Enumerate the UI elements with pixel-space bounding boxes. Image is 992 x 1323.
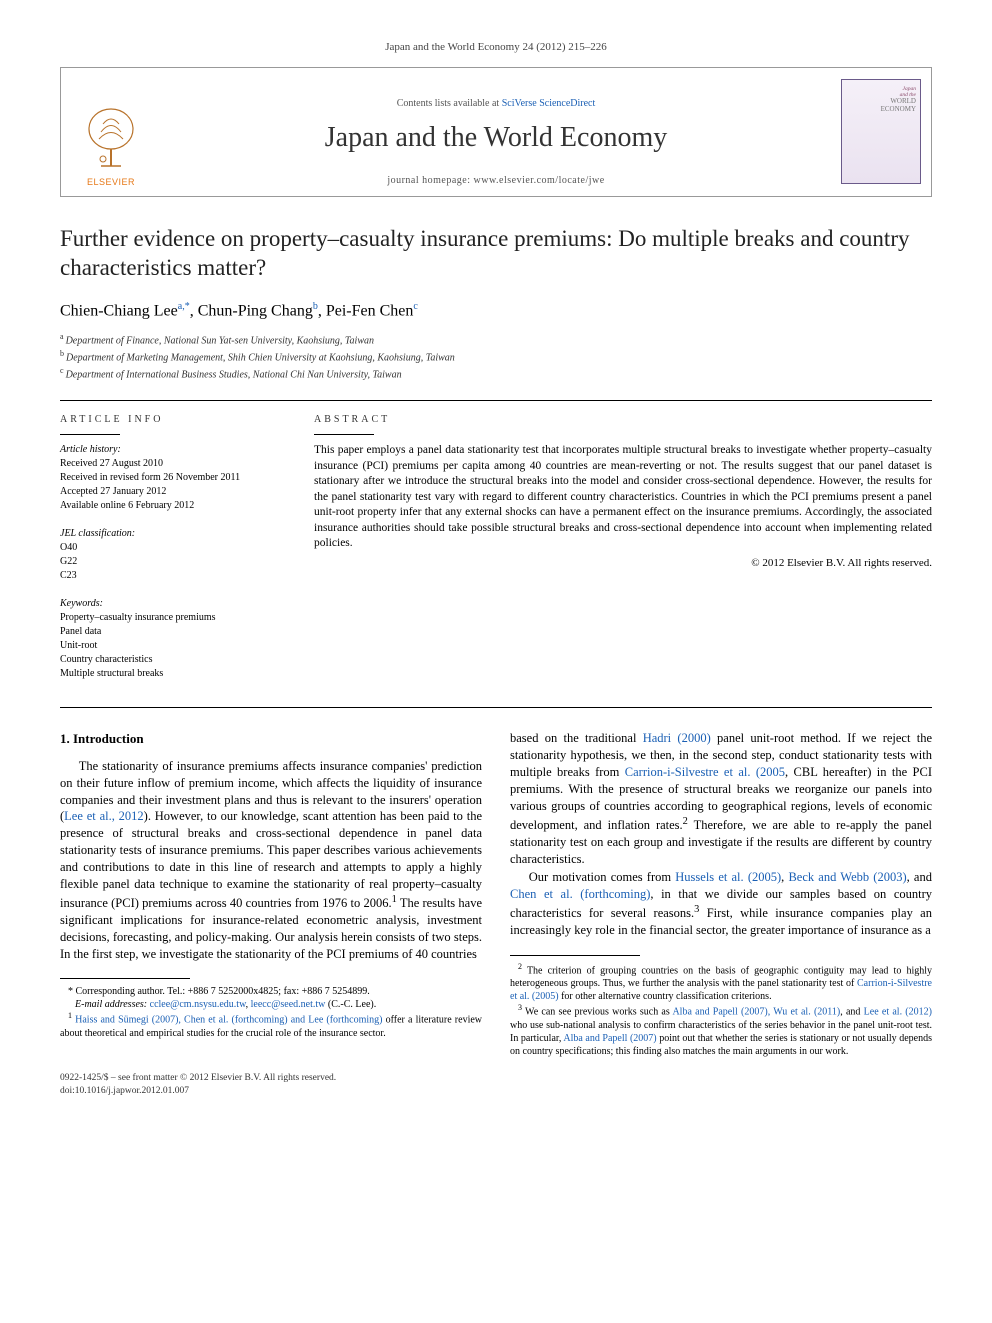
- footnote-rule: [60, 978, 190, 979]
- cite-lee-2012[interactable]: Lee et al., 2012: [64, 809, 144, 823]
- fn3-cite3[interactable]: Alba and Papell (2007): [563, 1033, 656, 1044]
- corr-text: * Corresponding author. Tel.: +886 7 525…: [68, 986, 370, 997]
- keyword-3: Unit-root: [60, 639, 286, 653]
- author-list: Chien-Chiang Leea,*, Chun-Ping Changb, P…: [60, 300, 932, 322]
- intro-para-1: The stationarity of insurance premiums a…: [60, 758, 482, 963]
- intro-para-2: based on the traditional Hadri (2000) pa…: [510, 730, 932, 867]
- cite-beck-webb[interactable]: Beck and Webb (2003): [788, 870, 906, 884]
- history-label: Article history:: [60, 443, 286, 457]
- affiliation-c-text: Department of International Business Stu…: [66, 369, 402, 380]
- publisher-name: ELSEVIER: [87, 176, 135, 188]
- cite-chen-forth[interactable]: Chen et al. (forthcoming): [510, 887, 650, 901]
- abstract-heading: ABSTRACT: [314, 413, 932, 427]
- sciencedirect-link[interactable]: SciVerse ScienceDirect: [502, 98, 596, 109]
- revised-date: Received in revised form 26 November 201…: [60, 471, 286, 485]
- email-2[interactable]: leecc@seed.net.tw: [251, 999, 326, 1010]
- p1-text-b: ). However, to our knowledge, scant atte…: [60, 809, 482, 910]
- abstract-panel: ABSTRACT This paper employs a panel data…: [300, 401, 932, 708]
- affiliation-a: aDepartment of Finance, National Sun Yat…: [60, 332, 932, 348]
- right-column: based on the traditional Hadri (2000) pa…: [510, 730, 932, 1057]
- homepage-url[interactable]: www.elsevier.com/locate/jwe: [474, 175, 605, 186]
- jel-1: O40: [60, 541, 286, 555]
- p3-c: , and: [907, 870, 932, 884]
- fn2-b: for other alternative country classifica…: [559, 991, 772, 1002]
- fn3-cite2[interactable]: Lee et al. (2012): [864, 1007, 932, 1018]
- contents-prefix: Contents lists available at: [397, 98, 502, 109]
- homepage-prefix: journal homepage:: [387, 175, 473, 186]
- article-meta-row: ARTICLE INFO Article history: Received 2…: [60, 400, 932, 709]
- keyword-5: Multiple structural breaks: [60, 667, 286, 681]
- footnote-rule: [510, 955, 640, 956]
- affiliation-c: cDepartment of International Business St…: [60, 366, 932, 382]
- journal-name: Japan and the World Economy: [325, 119, 667, 157]
- email-tail: (C.-C. Lee).: [325, 999, 376, 1010]
- affiliation-b-text: Department of Marketing Management, Shih…: [66, 352, 455, 363]
- publisher-logo-cell: ELSEVIER: [61, 68, 161, 196]
- body-columns: 1. Introduction The stationarity of insu…: [60, 730, 932, 1057]
- footer-copyright: 0922-1425/$ – see front matter © 2012 El…: [60, 1072, 932, 1085]
- section-1-heading: 1. Introduction: [60, 730, 482, 748]
- online-date: Available online 6 February 2012: [60, 499, 286, 513]
- divider: [60, 434, 120, 435]
- cite-hussels[interactable]: Hussels et al. (2005): [675, 870, 781, 884]
- journal-cover-thumbnail: Japan and the WORLD ECONOMY: [841, 79, 921, 184]
- article-history: Article history: Received 27 August 2010…: [60, 443, 286, 513]
- jel-3: C23: [60, 569, 286, 583]
- fn1-cite[interactable]: Haiss and Sümegi (2007), Chen et al. (fo…: [75, 1015, 382, 1026]
- author-3[interactable]: Pei-Fen Chen: [326, 303, 414, 320]
- journal-header: ELSEVIER Contents lists available at Sci…: [60, 67, 932, 197]
- footer: 0922-1425/$ – see front matter © 2012 El…: [60, 1072, 932, 1098]
- author-3-affil: c: [413, 301, 417, 312]
- jel-label: JEL classification:: [60, 527, 286, 541]
- footnote-1: 1 Haiss and Sümegi (2007), Chen et al. (…: [60, 1011, 482, 1039]
- fn3-b: , and: [840, 1007, 863, 1018]
- affiliations: aDepartment of Finance, National Sun Yat…: [60, 332, 932, 381]
- footer-doi: doi:10.1016/j.japwor.2012.01.007: [60, 1085, 932, 1098]
- footnote-3: 3 We can see previous works such as Alba…: [510, 1003, 932, 1057]
- email-1[interactable]: cclee@cm.nsysu.edu.tw: [150, 999, 246, 1010]
- p3-a: Our motivation comes from: [529, 870, 676, 884]
- footnote-2: 2 The criterion of grouping countries on…: [510, 962, 932, 1003]
- journal-cover-cell: Japan and the WORLD ECONOMY: [831, 68, 931, 196]
- keywords: Keywords: Property–casualty insurance pr…: [60, 597, 286, 681]
- journal-reference: Japan and the World Economy 24 (2012) 21…: [60, 40, 932, 55]
- affiliation-a-text: Department of Finance, National Sun Yat-…: [66, 336, 374, 347]
- abstract-copyright: © 2012 Elsevier B.V. All rights reserved…: [314, 556, 932, 571]
- article-info-heading: ARTICLE INFO: [60, 413, 286, 427]
- contents-available: Contents lists available at SciVerse Sci…: [397, 97, 596, 111]
- cover-text-4: ECONOMY: [881, 106, 916, 114]
- accepted-date: Accepted 27 January 2012: [60, 485, 286, 499]
- journal-homepage: journal homepage: www.elsevier.com/locat…: [387, 174, 604, 188]
- keywords-label: Keywords:: [60, 597, 286, 611]
- keyword-1: Property–casualty insurance premiums: [60, 611, 286, 625]
- affiliation-b: bDepartment of Marketing Management, Shi…: [60, 349, 932, 365]
- jel-classification: JEL classification: O40 G22 C23: [60, 527, 286, 583]
- keyword-2: Panel data: [60, 625, 286, 639]
- article-title: Further evidence on property–casualty in…: [60, 225, 932, 283]
- corresponding-author-note: * Corresponding author. Tel.: +886 7 525…: [60, 985, 482, 998]
- jel-2: G22: [60, 555, 286, 569]
- cite-cbl[interactable]: Carrion-i-Silvestre et al. (2005: [625, 765, 785, 779]
- divider: [314, 434, 374, 435]
- author-2-affil: b: [313, 301, 318, 312]
- p2-a: based on the traditional: [510, 731, 643, 745]
- author-1[interactable]: Chien-Chiang Lee: [60, 303, 178, 320]
- fn3-cite1[interactable]: Alba and Papell (2007), Wu et al. (2011): [672, 1007, 840, 1018]
- fn3-a: We can see previous works such as: [522, 1007, 672, 1018]
- email-label: E-mail addresses:: [75, 999, 147, 1010]
- left-column: 1. Introduction The stationarity of insu…: [60, 730, 482, 1057]
- header-center: Contents lists available at SciVerse Sci…: [161, 68, 831, 196]
- author-2[interactable]: Chun-Ping Chang: [198, 303, 313, 320]
- article-info-panel: ARTICLE INFO Article history: Received 2…: [60, 401, 300, 708]
- elsevier-tree-icon: [81, 104, 141, 174]
- author-1-affil: a,*: [178, 301, 190, 312]
- received-date: Received 27 August 2010: [60, 457, 286, 471]
- abstract-text: This paper employs a panel data stationa…: [314, 443, 932, 552]
- intro-para-3: Our motivation comes from Hussels et al.…: [510, 869, 932, 939]
- email-note: E-mail addresses: cclee@cm.nsysu.edu.tw,…: [60, 998, 482, 1011]
- keyword-4: Country characteristics: [60, 653, 286, 667]
- cite-hadri[interactable]: Hadri (2000): [643, 731, 711, 745]
